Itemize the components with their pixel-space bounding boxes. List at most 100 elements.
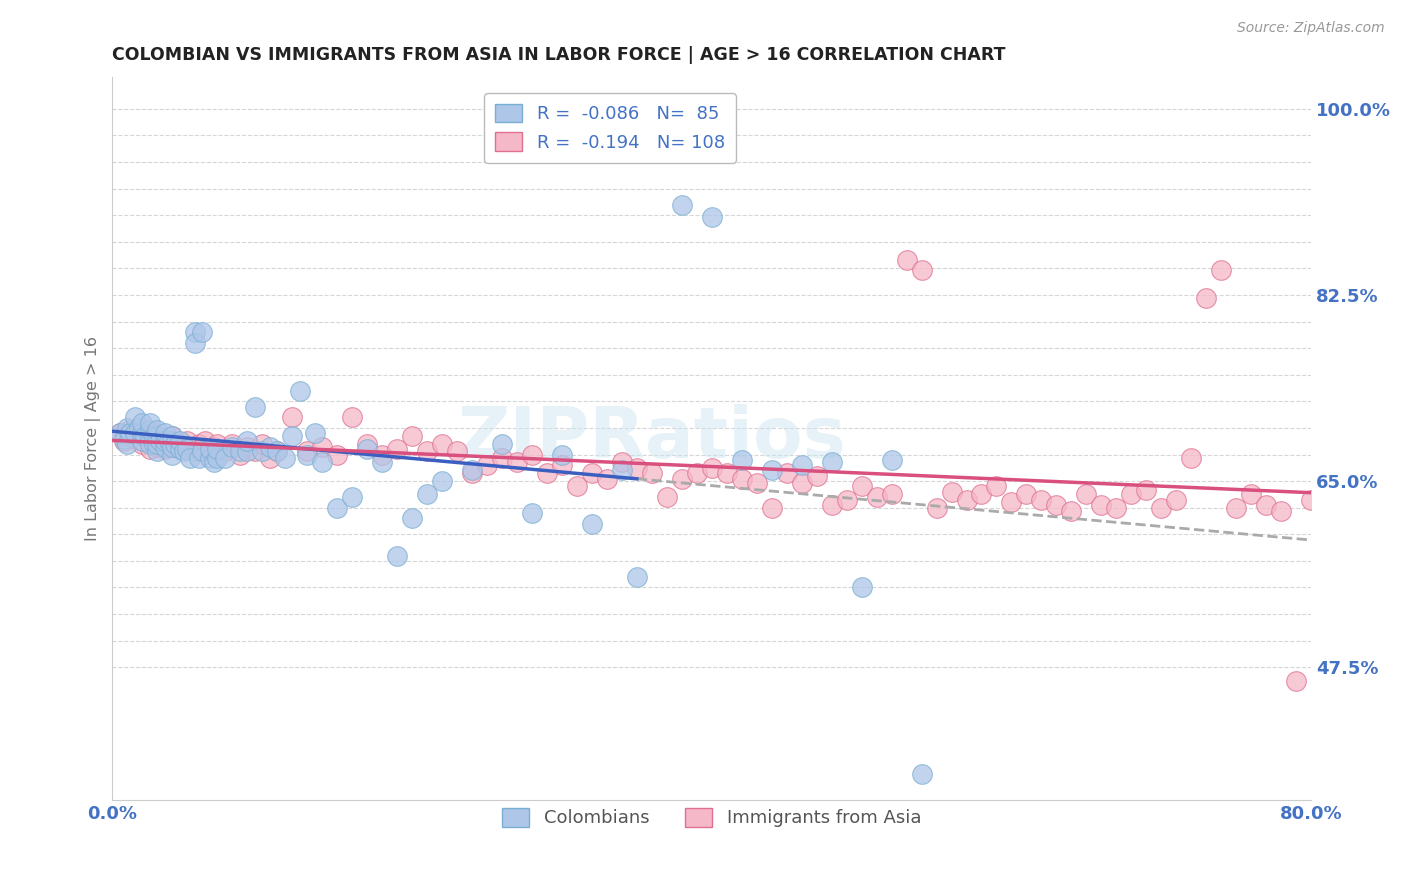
Point — [146, 429, 169, 443]
Point — [1285, 674, 1308, 689]
Point — [925, 500, 948, 515]
Point — [1015, 487, 1038, 501]
Point — [162, 448, 184, 462]
Point — [124, 410, 146, 425]
Point — [153, 426, 176, 441]
Point — [214, 444, 236, 458]
Point — [207, 442, 229, 457]
Point — [401, 511, 423, 525]
Point — [236, 434, 259, 448]
Point — [202, 455, 225, 469]
Point — [139, 442, 162, 457]
Point — [311, 455, 333, 469]
Point — [1031, 493, 1053, 508]
Point — [745, 476, 768, 491]
Point — [596, 472, 619, 486]
Point — [551, 458, 574, 472]
Point — [295, 448, 318, 462]
Point — [266, 444, 288, 458]
Point — [112, 434, 135, 448]
Point — [491, 450, 513, 465]
Point — [506, 455, 529, 469]
Point — [790, 458, 813, 472]
Point — [1270, 504, 1292, 518]
Point — [1076, 487, 1098, 501]
Point — [416, 444, 439, 458]
Point — [198, 444, 221, 458]
Point — [120, 423, 142, 437]
Point — [1240, 487, 1263, 501]
Point — [229, 448, 252, 462]
Point — [655, 490, 678, 504]
Point — [131, 437, 153, 451]
Point — [191, 444, 214, 458]
Point — [124, 432, 146, 446]
Point — [139, 423, 162, 437]
Point — [184, 335, 207, 350]
Point — [1301, 493, 1323, 508]
Point — [117, 421, 139, 435]
Point — [146, 423, 169, 437]
Point — [626, 570, 648, 584]
Point — [1315, 498, 1337, 512]
Point — [311, 440, 333, 454]
Point — [641, 466, 664, 480]
Point — [128, 426, 150, 441]
Point — [179, 440, 201, 454]
Point — [149, 434, 172, 448]
Point — [229, 444, 252, 458]
Point — [446, 444, 468, 458]
Point — [124, 426, 146, 441]
Point — [153, 442, 176, 457]
Point — [610, 455, 633, 469]
Point — [1045, 498, 1067, 512]
Point — [143, 434, 166, 448]
Point — [281, 429, 304, 443]
Point — [761, 500, 783, 515]
Point — [202, 440, 225, 454]
Legend: Colombians, Immigrants from Asia: Colombians, Immigrants from Asia — [495, 801, 928, 835]
Point — [139, 416, 162, 430]
Point — [461, 466, 484, 480]
Point — [131, 434, 153, 448]
Point — [176, 442, 198, 457]
Point — [1330, 504, 1353, 518]
Point — [184, 325, 207, 339]
Point — [1180, 450, 1202, 465]
Point — [356, 437, 378, 451]
Point — [520, 506, 543, 520]
Point — [266, 444, 288, 458]
Point — [243, 400, 266, 414]
Point — [153, 440, 176, 454]
Point — [207, 437, 229, 451]
Point — [1256, 498, 1278, 512]
Point — [252, 444, 274, 458]
Point — [865, 490, 887, 504]
Point — [157, 434, 180, 448]
Point — [146, 440, 169, 454]
Point — [188, 437, 211, 451]
Point — [776, 466, 799, 480]
Point — [146, 444, 169, 458]
Point — [1150, 500, 1173, 515]
Point — [221, 440, 243, 454]
Point — [970, 487, 993, 501]
Point — [356, 442, 378, 457]
Point — [340, 410, 363, 425]
Point — [1166, 493, 1188, 508]
Point — [731, 472, 754, 486]
Point — [134, 429, 156, 443]
Point — [214, 450, 236, 465]
Point — [416, 487, 439, 501]
Point — [252, 437, 274, 451]
Point — [120, 426, 142, 441]
Point — [326, 500, 349, 515]
Point — [162, 440, 184, 454]
Point — [162, 429, 184, 443]
Point — [761, 463, 783, 477]
Point — [851, 479, 873, 493]
Point — [295, 444, 318, 458]
Point — [955, 493, 977, 508]
Point — [184, 444, 207, 458]
Point — [194, 434, 217, 448]
